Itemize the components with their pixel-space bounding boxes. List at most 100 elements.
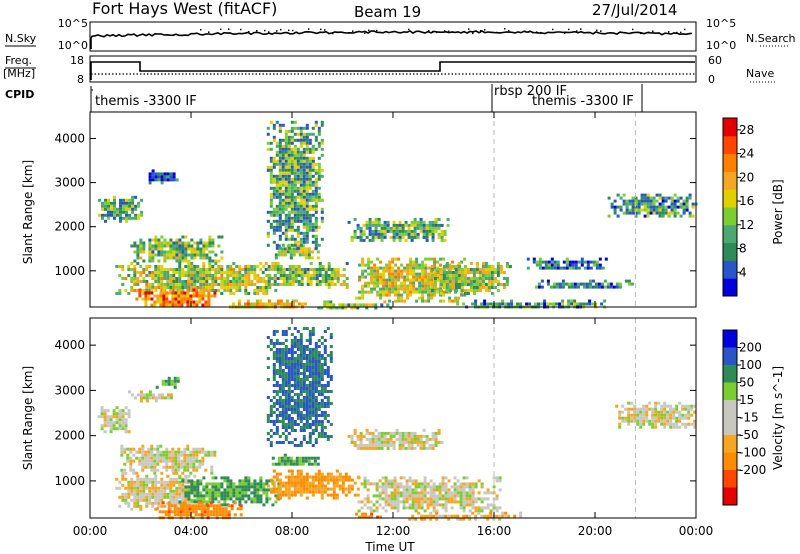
power-echo-region xyxy=(430,262,512,295)
velocity-echo-region xyxy=(271,453,320,466)
velocity-echo-region xyxy=(97,406,131,434)
velocity-echo-region xyxy=(155,376,180,389)
power-echo-region xyxy=(534,279,634,289)
x-tick-label: 00:00 xyxy=(679,524,714,538)
noise-left-tick-bottom: 10^0 xyxy=(58,39,88,52)
freq-label: Freq. xyxy=(5,54,32,67)
velocity-y-axis: 1000 2000 3000 4000 xyxy=(54,338,696,488)
y-tick-label: 1000 xyxy=(54,264,85,278)
velocity-colorbar-swatch xyxy=(723,470,737,488)
velocity-echo-region xyxy=(266,469,360,500)
power-echo-region xyxy=(130,235,224,263)
velocity-colorbar-swatch xyxy=(723,330,737,348)
velocity-colorbar-swatch xyxy=(723,487,737,506)
noise-search-label: N.Search xyxy=(746,32,796,45)
x-tick-label: 08:00 xyxy=(275,524,310,538)
freq-panel: Freq. [MHz] 18 8 60 0 Nave xyxy=(3,54,776,86)
noise-right-tick-top: 10^5 xyxy=(706,17,736,30)
power-echo-region xyxy=(355,257,467,303)
date-label: 27/Jul/2014 xyxy=(592,1,677,19)
velocity-y-label: Slant Range [km] xyxy=(21,366,35,470)
noise-sky-trace xyxy=(90,30,693,49)
power-colorbar-label: Power [dB] xyxy=(771,179,785,244)
x-tick-label: 12:00 xyxy=(376,524,411,538)
velocity-colorbar-tick: -50 xyxy=(739,428,759,442)
velocity-colorbar-swatch xyxy=(723,452,737,471)
power-y-label: Slant Range [km] xyxy=(21,160,35,264)
power-echo-region xyxy=(526,257,608,270)
x-tick-label: 20:00 xyxy=(578,524,613,538)
velocity-echo-region xyxy=(127,390,173,403)
power-colorbar-swatch xyxy=(723,278,737,297)
cpid-label: CPID xyxy=(5,88,34,101)
velocity-colorbar-tick: 100 xyxy=(739,358,762,372)
velocity-echo-region xyxy=(266,327,333,447)
y-tick-label: 2000 xyxy=(54,220,85,234)
velocity-colorbar-tick: 15 xyxy=(739,393,754,407)
velocity-echo-region xyxy=(120,444,217,475)
power-colorbar-swatch xyxy=(723,224,737,244)
power-echo-region xyxy=(266,120,324,250)
velocity-colorbar-tick: 200 xyxy=(739,341,762,355)
nave-right-tick-bottom: 0 xyxy=(708,73,715,86)
velocity-echo-region xyxy=(355,512,383,519)
power-y-axis: 1000 2000 3000 4000 xyxy=(54,131,696,278)
freq-left-tick-bottom: 8 xyxy=(77,73,84,86)
power-colorbar-swatch xyxy=(723,260,737,279)
freq-panel-frame xyxy=(89,55,697,83)
nave-right-tick-top: 60 xyxy=(708,54,722,67)
freq-left-tick-top: 18 xyxy=(70,54,84,67)
power-echo-region xyxy=(98,195,144,223)
velocity-colorbar-label: Velocity [m s^-1] xyxy=(771,366,785,470)
velocity-colorbar-swatch xyxy=(723,435,737,453)
y-tick-label: 2000 xyxy=(54,429,85,443)
x-axis-label: Time UT xyxy=(364,540,415,554)
noise-sky-label: N.Sky xyxy=(5,32,37,45)
noise-right-tick-bottom: 10^0 xyxy=(706,39,736,52)
nave-label: Nave xyxy=(746,67,774,80)
cpid-segment-3: themis -3300 IF xyxy=(532,94,634,109)
velocity-data-cells xyxy=(97,327,697,521)
power-colorbar-swatch xyxy=(723,207,737,226)
beam-label: Beam 19 xyxy=(354,3,421,21)
cpid-panel: CPID themis -3300 IF rbsp 200 IF themis … xyxy=(5,84,643,112)
power-colorbar-tick: 16 xyxy=(739,194,754,208)
velocity-colorbar-tick: -200 xyxy=(739,463,766,477)
power-colorbar-tick: 12 xyxy=(739,218,754,232)
plot-title: Fort Hays West (fitACF) xyxy=(92,0,277,18)
power-colorbar: 4 8 12 16 20 24 28 Power [dB] xyxy=(722,117,785,297)
velocity-echo-region xyxy=(115,471,197,511)
power-echo-region xyxy=(274,244,320,260)
power-panel-guides xyxy=(493,112,636,307)
power-colorbar-swatch xyxy=(723,135,737,155)
velocity-echo-region xyxy=(615,401,697,429)
y-tick-label: 4000 xyxy=(54,131,85,145)
x-tick-label: 00:00 xyxy=(73,524,108,538)
velocity-colorbar: 200 100 50 15 -15 -50 -100 -200 Velocity [m s^-… xyxy=(722,329,785,506)
power-colorbar-swatch xyxy=(723,242,737,261)
x-tick-label: 16:00 xyxy=(477,524,512,538)
velocity-panel: 1000 2000 3000 4000 Slant Range [km] xyxy=(21,317,697,521)
power-colorbar-swatch xyxy=(723,171,737,190)
velocity-colorbar-swatch xyxy=(723,347,737,366)
velocity-echo-region xyxy=(347,428,444,450)
power-echo-region xyxy=(261,262,349,289)
y-tick-label: 3000 xyxy=(54,176,85,190)
power-colorbar-tick: 4 xyxy=(739,265,747,279)
power-echo-region xyxy=(317,300,393,310)
power-colorbar-tick: 24 xyxy=(739,147,754,161)
power-colorbar-tick: 28 xyxy=(739,123,754,137)
noise-search-dots xyxy=(200,28,686,35)
x-tick-label: 04:00 xyxy=(174,524,209,538)
freq-trace xyxy=(90,61,695,80)
velocity-panel-guides xyxy=(493,318,636,518)
cpid-segment-1: themis -3300 IF xyxy=(95,94,197,109)
power-colorbar-swatch xyxy=(723,153,737,172)
power-echo-region xyxy=(607,193,698,218)
freq-unit-label: [MHz] xyxy=(3,67,35,80)
noise-panel-frame xyxy=(89,21,697,52)
velocity-colorbar-swatch xyxy=(723,400,737,418)
y-tick-label: 3000 xyxy=(54,383,85,397)
